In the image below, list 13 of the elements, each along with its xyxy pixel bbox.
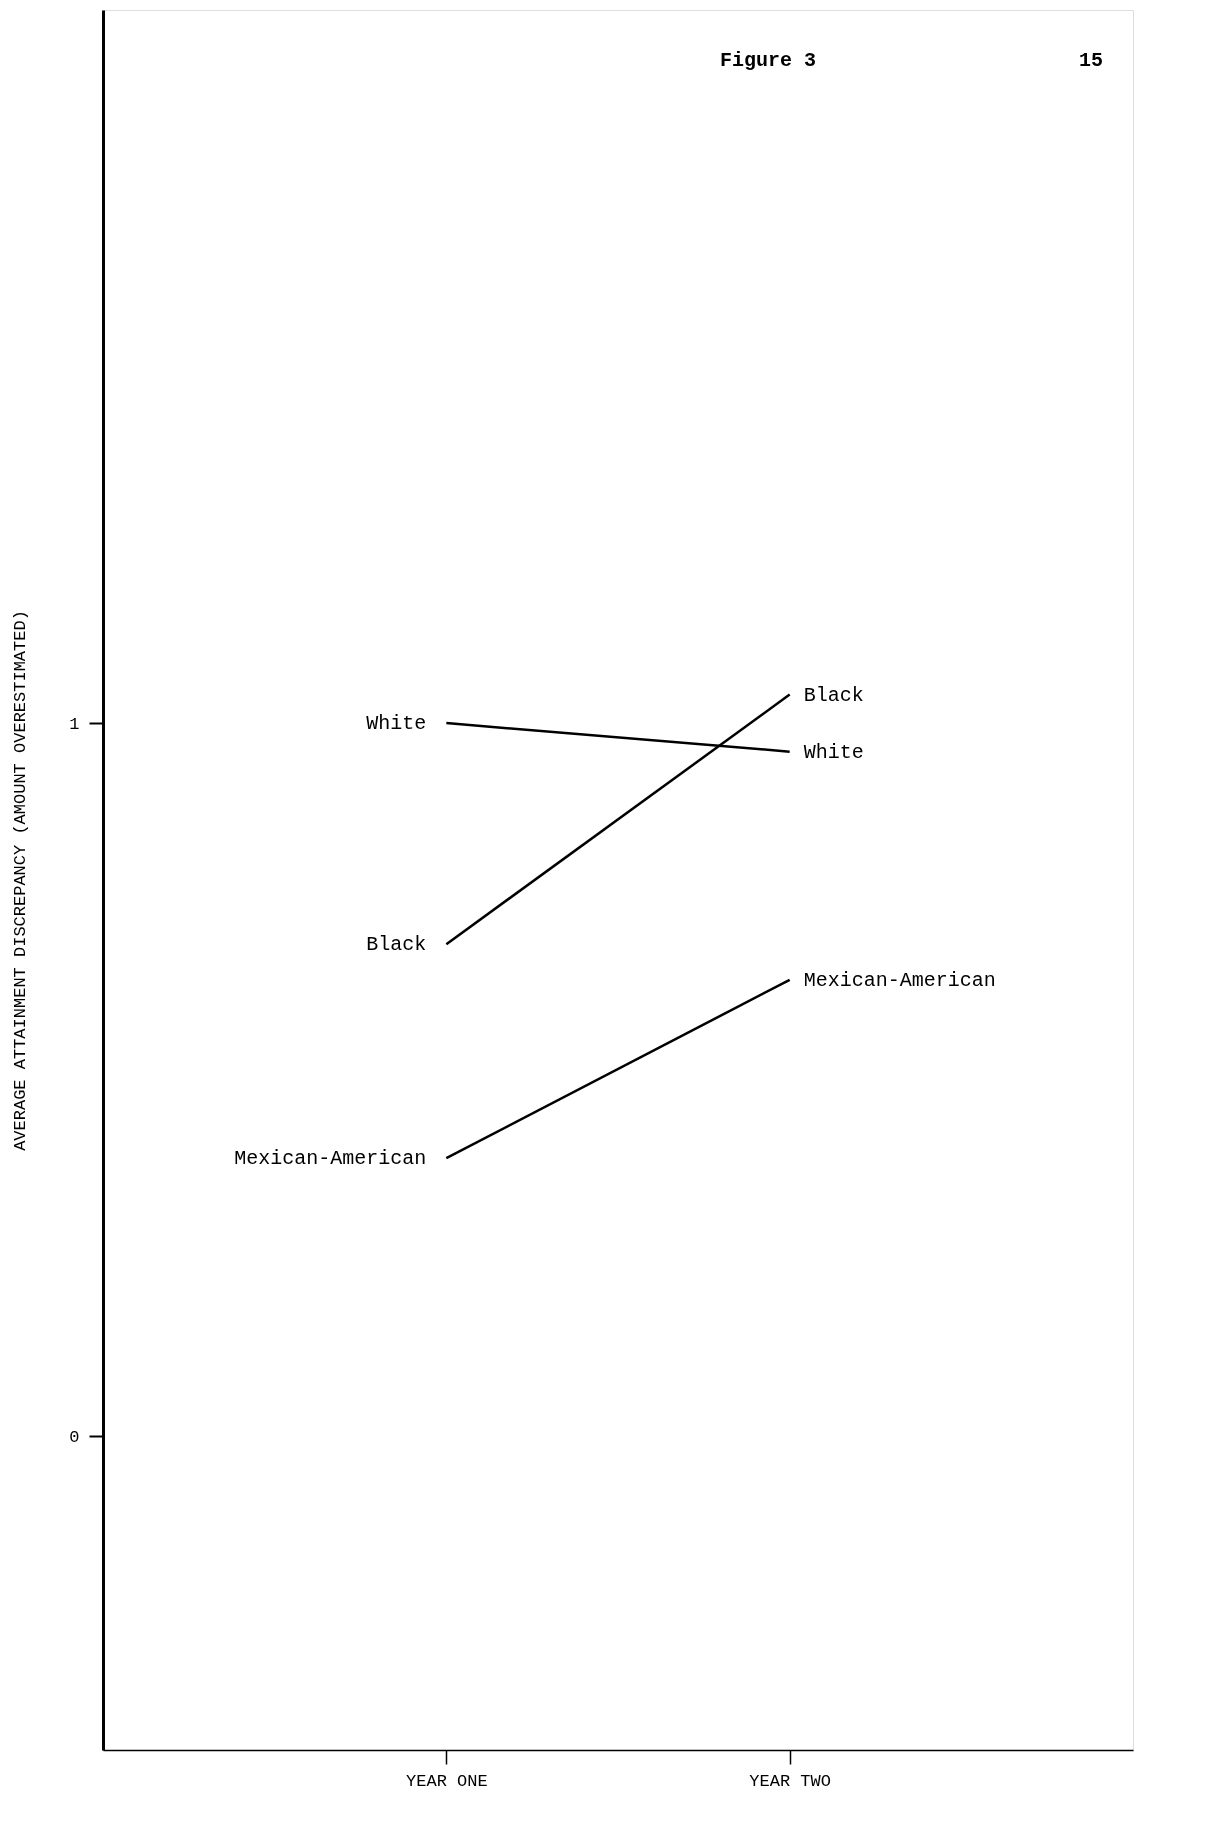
series-label: Black <box>803 683 864 707</box>
y-tick-label: 1 <box>69 714 80 734</box>
annotation: 15 <box>1078 49 1103 72</box>
text: Black <box>366 933 427 957</box>
text: White <box>366 712 427 736</box>
x-tick-label: YEAR ONE <box>406 1771 488 1791</box>
y-tick-label: 0 <box>69 1427 80 1447</box>
text: Mexican-American <box>234 1147 427 1171</box>
series-label: White <box>803 740 864 764</box>
x-tick-label: YEAR TWO <box>749 1771 831 1791</box>
y-axis-title: AVERAGE ATTAINMENT DISCREPANCY (AMOUNT OVERESTIMATED) <box>11 610 31 1151</box>
text: Figure 3 <box>719 49 817 72</box>
series-label: Mexican-American <box>803 968 996 992</box>
